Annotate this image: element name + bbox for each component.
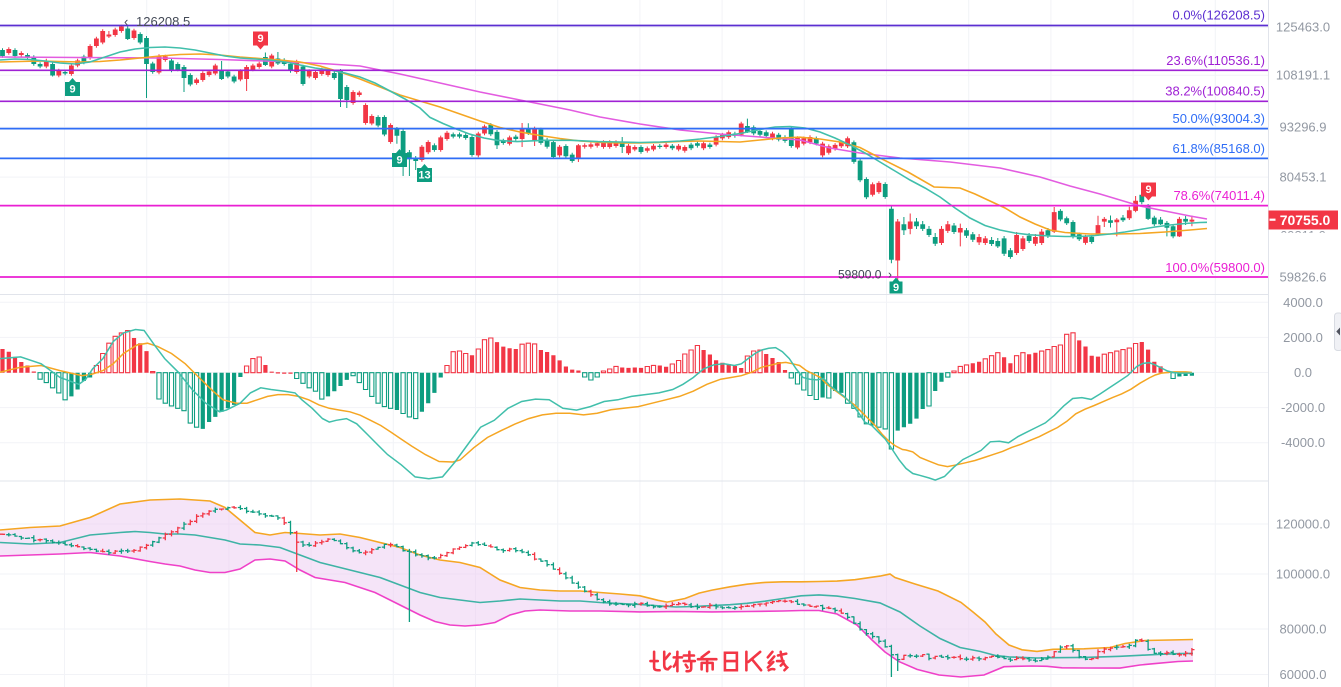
svg-text:9: 9	[69, 84, 75, 96]
svg-text:‹: ‹	[124, 14, 128, 29]
svg-text:69811.9: 69811.9	[1280, 228, 1326, 243]
svg-text:100.0%(59800.0): 100.0%(59800.0)	[1165, 260, 1265, 275]
svg-text:59800.0 ›: 59800.0 ›	[838, 268, 892, 282]
svg-text:9: 9	[396, 155, 402, 167]
svg-text:13: 13	[418, 170, 430, 182]
svg-text:59826.6: 59826.6	[1280, 270, 1327, 285]
svg-text:100000.0: 100000.0	[1276, 567, 1330, 582]
svg-text:78.6%(74011.4): 78.6%(74011.4)	[1173, 188, 1265, 203]
svg-text:126208.5: 126208.5	[136, 14, 190, 29]
svg-text:60000.0: 60000.0	[1280, 667, 1327, 682]
svg-text:-4000.0: -4000.0	[1281, 435, 1325, 450]
svg-text:70755.0: 70755.0	[1280, 212, 1331, 228]
svg-text:80453.1: 80453.1	[1280, 170, 1327, 185]
svg-text:4000.0: 4000.0	[1283, 295, 1323, 310]
svg-text:9: 9	[257, 33, 263, 45]
svg-text:61.8%(85168.0): 61.8%(85168.0)	[1172, 141, 1265, 156]
svg-text:0.0: 0.0	[1294, 365, 1312, 380]
svg-text:50.0%(93004.3): 50.0%(93004.3)	[1172, 111, 1265, 126]
svg-text:2000.0: 2000.0	[1283, 330, 1323, 345]
svg-text:0.0%(126208.5): 0.0%(126208.5)	[1172, 8, 1265, 23]
svg-text:38.2%(100840.5): 38.2%(100840.5)	[1165, 84, 1265, 99]
svg-text:9: 9	[1145, 184, 1151, 196]
svg-text:125463.0: 125463.0	[1276, 20, 1330, 35]
svg-text:93296.9: 93296.9	[1280, 120, 1327, 135]
svg-text:9: 9	[893, 282, 899, 294]
svg-text:23.6%(110536.1): 23.6%(110536.1)	[1166, 53, 1265, 68]
svg-text:120000.0: 120000.0	[1276, 517, 1330, 532]
svg-text:108191.1: 108191.1	[1276, 68, 1330, 83]
svg-text:80000.0: 80000.0	[1280, 622, 1327, 637]
svg-text:-2000.0: -2000.0	[1281, 400, 1325, 415]
